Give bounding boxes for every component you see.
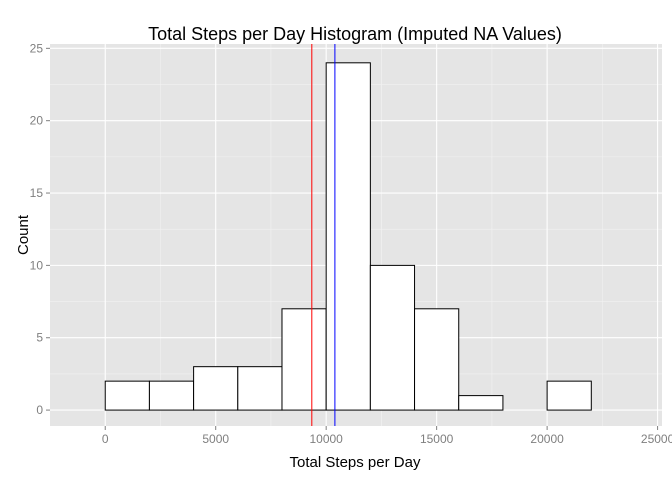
x-axis-ticks: 0 5000 10000 15000 20000 25000 <box>102 426 672 446</box>
y-axis-label: Count <box>15 214 32 255</box>
x-axis-label: Total Steps per Day <box>290 454 421 471</box>
histogram-bar <box>369 264 416 411</box>
histogram-bar <box>325 62 371 411</box>
x-tick-label: 0 <box>102 432 109 446</box>
y-tick-label: 0 <box>36 403 43 417</box>
x-tick-label: 25000 <box>641 432 672 446</box>
y-tick-label: 15 <box>30 186 44 200</box>
histogram-bar <box>546 380 592 411</box>
x-tick-label: 10000 <box>309 432 343 446</box>
histogram-bar <box>414 308 460 411</box>
histogram-bars <box>104 62 592 411</box>
histogram-bar <box>281 308 327 411</box>
x-tick-label: 5000 <box>202 432 229 446</box>
histogram-bar <box>104 380 150 411</box>
histogram-bar <box>193 366 239 411</box>
y-tick-label: 20 <box>30 114 44 128</box>
y-tick-label: 10 <box>30 258 44 272</box>
histogram-bar <box>237 366 283 411</box>
chart-title: Total Steps per Day Histogram (Imputed N… <box>148 24 562 44</box>
y-axis-ticks: 0 5 10 15 20 25 <box>30 41 50 417</box>
histogram-bar <box>148 380 195 411</box>
histogram-bar <box>458 395 504 411</box>
major-gridlines <box>50 44 662 426</box>
reference-lines <box>311 44 336 426</box>
y-tick-label: 25 <box>30 41 44 55</box>
x-tick-label: 15000 <box>420 432 454 446</box>
y-tick-label: 5 <box>36 331 43 345</box>
x-tick-label: 20000 <box>530 432 564 446</box>
